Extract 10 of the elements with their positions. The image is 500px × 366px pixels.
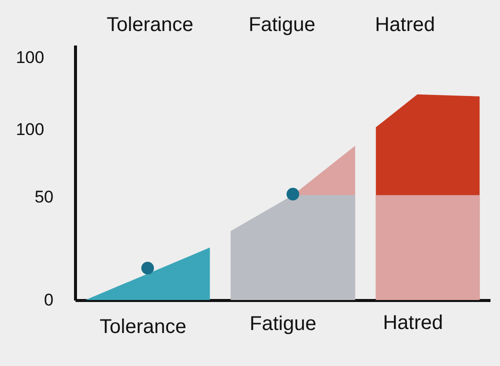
y-tick-label: 50 [34,188,54,207]
text: Tolerance [106,14,194,36]
text: Fatigue [250,313,316,335]
text: 100 [16,48,44,67]
text: Fatigue [248,14,316,36]
text: Tolerance [100,316,186,338]
text: Hatred [374,14,436,36]
text: Hatred [382,312,444,334]
text: 100 [16,120,44,139]
y-tick-label: 0 [44,290,54,310]
